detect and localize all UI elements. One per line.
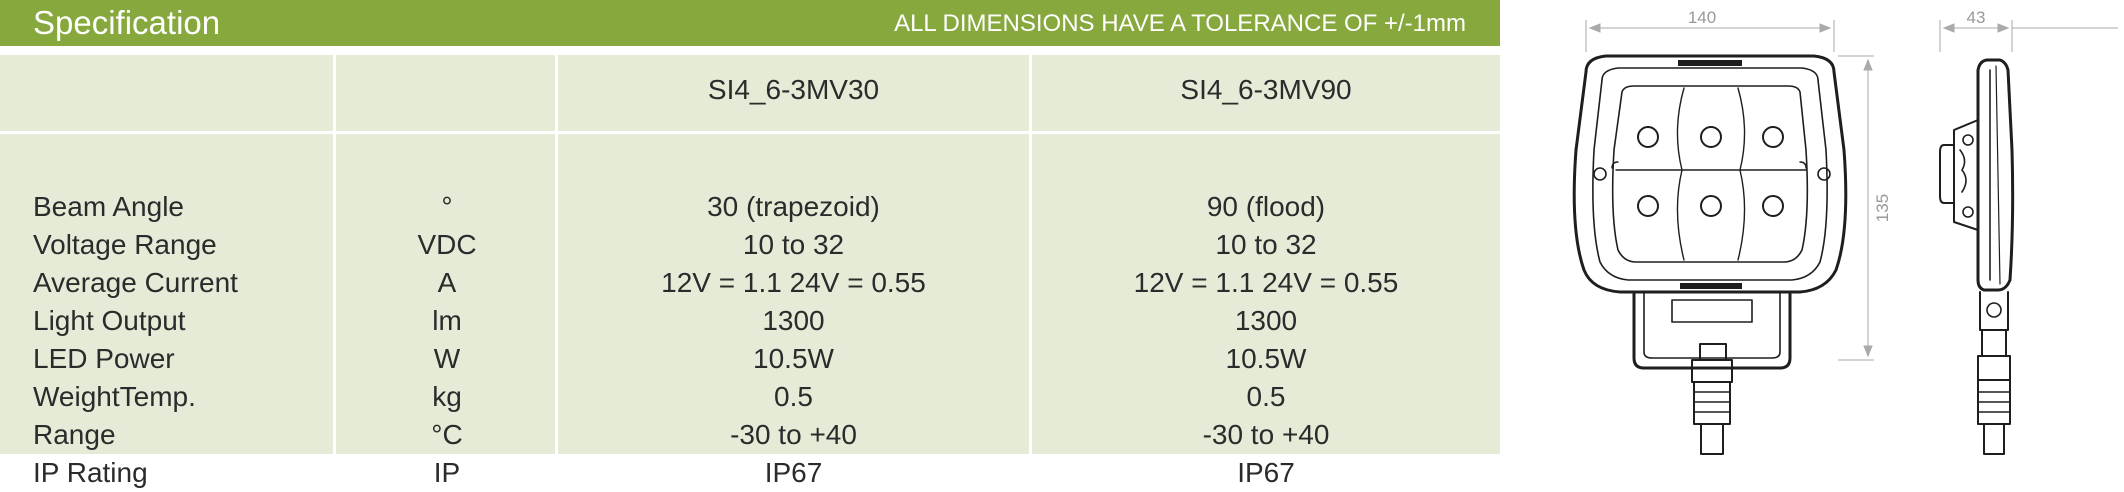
row-value-mv90: 1300 bbox=[1234, 305, 1298, 336]
spec-title: Specification bbox=[33, 4, 221, 41]
row-value-mv30: 10.5W bbox=[753, 343, 834, 374]
row-unit: °C bbox=[431, 419, 463, 450]
specification-panel: Specification ALL DIMENSIONS HAVE A TOLE… bbox=[0, 0, 1500, 488]
row-unit: W bbox=[433, 343, 461, 374]
row-value-mv30: 30 (trapezoid) bbox=[707, 191, 880, 222]
row-label: Light Output bbox=[33, 305, 186, 336]
row-label: Range bbox=[33, 419, 116, 450]
row-unit: lm bbox=[432, 305, 462, 336]
width-dimension: 140 bbox=[1688, 8, 1716, 27]
tolerance-note: ALL DIMENSIONS HAVE A TOLERANCE OF +/-1m… bbox=[894, 10, 1466, 37]
column-divider bbox=[555, 55, 558, 454]
row-label: LED Power bbox=[33, 343, 175, 374]
row-label: WeightTemp. bbox=[33, 381, 196, 412]
row-value-mv90: -30 to +40 bbox=[1202, 419, 1330, 450]
height-dimension: 135 bbox=[1873, 194, 1892, 222]
row-value-mv30: 0.5 bbox=[774, 381, 813, 412]
row-label: Voltage Range bbox=[33, 229, 217, 260]
side-view bbox=[1939, 58, 2015, 455]
row-value-mv90: 0.5 bbox=[1246, 381, 1286, 412]
spec-header: Specification ALL DIMENSIONS HAVE A TOLE… bbox=[0, 0, 1500, 46]
column-header-mv90: SI4_6-3MV90 bbox=[1180, 74, 1352, 105]
column-header-mv30: SI4_6-3MV30 bbox=[707, 74, 880, 105]
row-unit: A bbox=[437, 267, 457, 298]
row-label: Beam Angle bbox=[33, 191, 184, 222]
product-dimension-drawing: 140 135 43 bbox=[1572, 8, 2118, 455]
row-unit: ° bbox=[441, 191, 453, 222]
row-unit: VDC bbox=[417, 229, 477, 260]
row-value-mv90: 10 to 32 bbox=[1215, 229, 1317, 260]
header-row-divider bbox=[0, 131, 1500, 134]
row-unit: kg bbox=[432, 381, 462, 412]
side-dimensions bbox=[1939, 20, 2118, 52]
row-value-mv30: 10 to 32 bbox=[742, 229, 845, 260]
row-value-mv30: 1300 bbox=[762, 305, 825, 336]
column-divider bbox=[333, 55, 336, 454]
row-value-mv30: 12V = 1.1 24V = 0.55 bbox=[661, 267, 926, 298]
spec-table: SI4_6-3MV30 SI4_6-3MV90 Beam Angle ° 30 (t… bbox=[0, 55, 1500, 488]
depth-dimension: 43 bbox=[1967, 8, 1986, 27]
row-value-mv90: 10.5W bbox=[1225, 343, 1307, 374]
row-label: Average Current bbox=[33, 267, 238, 298]
row-value-mv30: -30 to +40 bbox=[730, 419, 857, 450]
column-divider bbox=[1029, 55, 1032, 454]
front-dimensions bbox=[1585, 20, 1874, 361]
row-value-mv90: 12V = 1.1 24V = 0.55 bbox=[1133, 267, 1399, 298]
row-value-mv90: 90 (flood) bbox=[1206, 191, 1326, 222]
front-view bbox=[1572, 54, 1848, 455]
